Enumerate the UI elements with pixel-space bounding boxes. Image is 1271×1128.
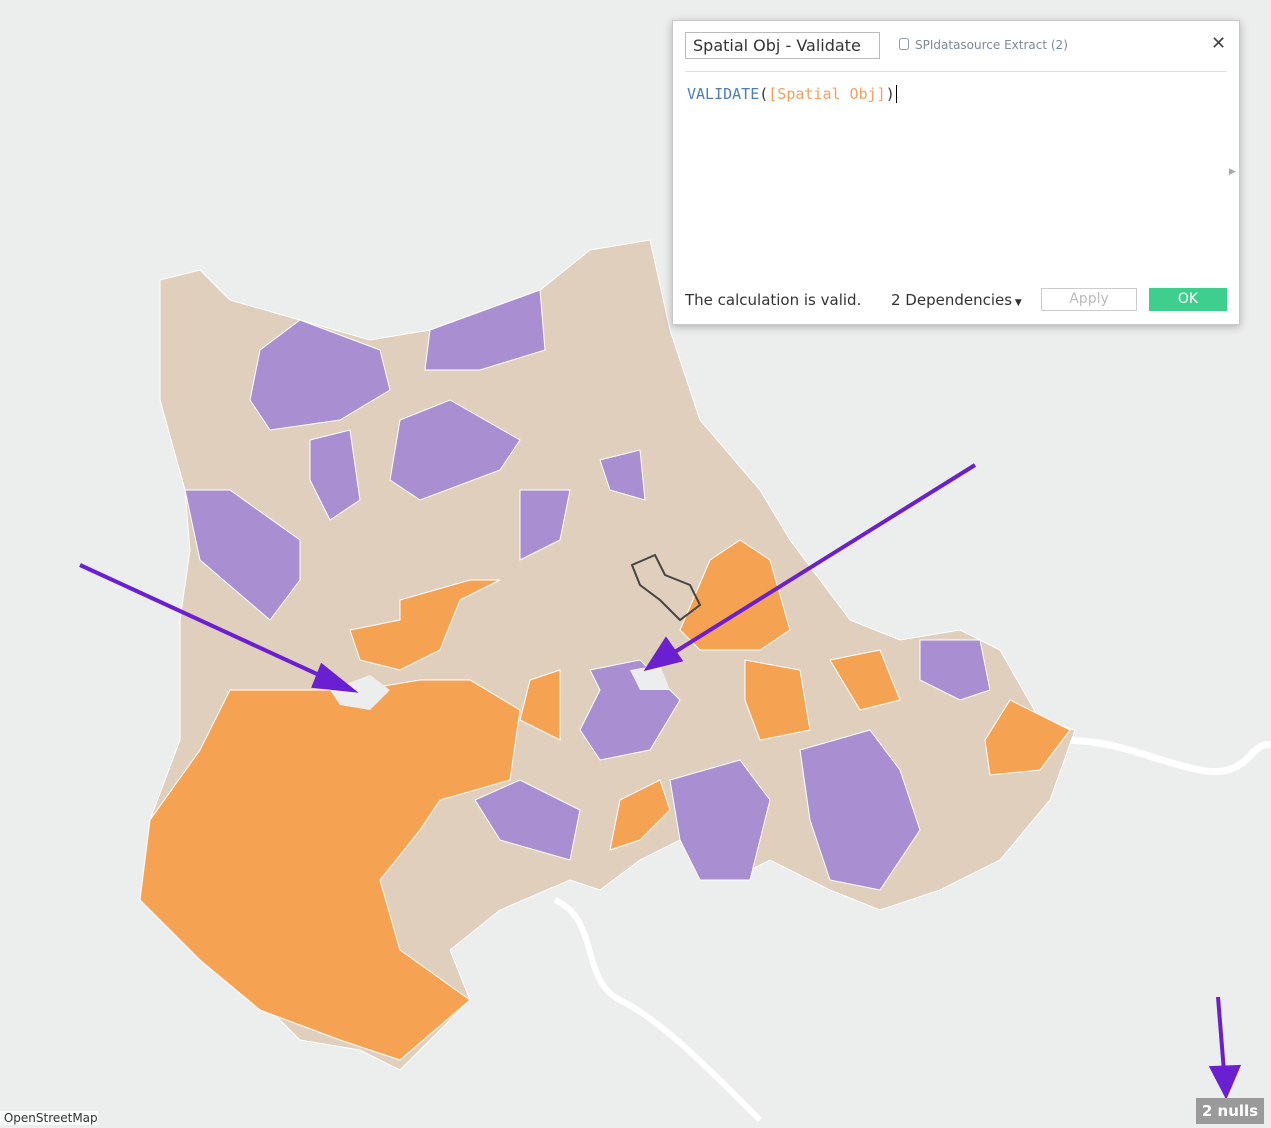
null-area bbox=[330, 675, 390, 710]
calc-name-input[interactable]: Spatial Obj - Validate bbox=[685, 32, 880, 59]
datasource: SPIdatasource Extract (2) bbox=[915, 38, 1068, 52]
formula-editor[interactable]: VALIDATE([Spatial Obj])​ bbox=[687, 85, 897, 103]
datasource-icon bbox=[899, 38, 909, 50]
river bbox=[1059, 736, 1271, 776]
apply-button[interactable]: Apply bbox=[1041, 288, 1137, 311]
dependencies[interactable]: 2 Dependencies ▼ bbox=[891, 291, 1022, 309]
formula-paren: ) bbox=[885, 85, 895, 103]
formula-function: VALIDATE bbox=[687, 85, 760, 103]
purple-areas bbox=[184, 289, 991, 891]
formula-paren: ( bbox=[759, 85, 769, 103]
ok-button[interactable]: OK bbox=[1149, 288, 1227, 311]
expand-arrow[interactable]: ▶ bbox=[1229, 167, 1236, 177]
dependencies-label[interactable]: 2 Dependencies bbox=[891, 291, 1013, 309]
formula-field: [Spatial Obj] bbox=[768, 85, 886, 103]
river bbox=[553, 897, 763, 1123]
arrows bbox=[79, 463, 1242, 1100]
close-button[interactable]: ✕ bbox=[1211, 33, 1227, 54]
status: The calculation is valid. bbox=[685, 291, 862, 309]
null-indicator[interactable]: 2 nulls bbox=[1196, 1098, 1264, 1124]
orange-areas bbox=[139, 539, 1071, 1061]
cursor: ​ bbox=[895, 85, 897, 103]
separator bbox=[685, 71, 1227, 72]
selected-area bbox=[630, 553, 702, 622]
calc-dialog: Spatial Obj - Validate SPIdatasource Ext… bbox=[672, 20, 1240, 325]
attribution: © OpenStreetMap bbox=[0, 1111, 98, 1125]
null-area bbox=[630, 665, 670, 690]
